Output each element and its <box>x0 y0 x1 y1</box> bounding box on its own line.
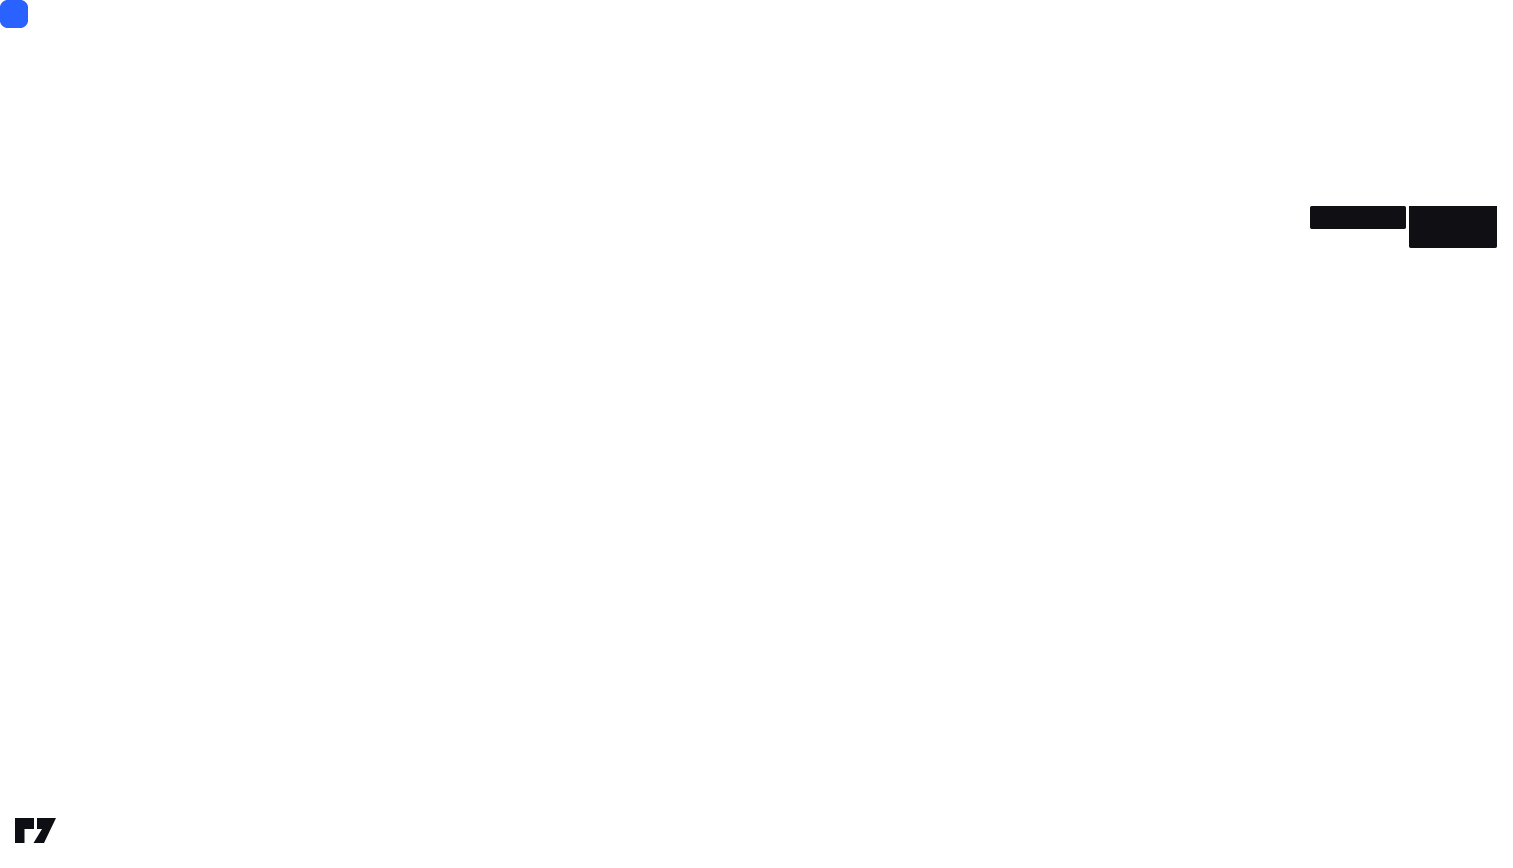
indicator-legend[interactable] <box>23 66 50 83</box>
ichimoku-conversion-line-badge <box>1408 0 1492 20</box>
chart-legend[interactable] <box>23 44 77 61</box>
price-callout-22735[interactable] <box>0 0 28 28</box>
tradingview-logo-mark <box>15 818 56 843</box>
tradingview-logo[interactable] <box>13 812 233 857</box>
last-price-label[interactable] <box>1409 206 1497 229</box>
bar-countdown-label <box>1409 229 1497 248</box>
symbol-flag-label[interactable] <box>1310 206 1406 229</box>
